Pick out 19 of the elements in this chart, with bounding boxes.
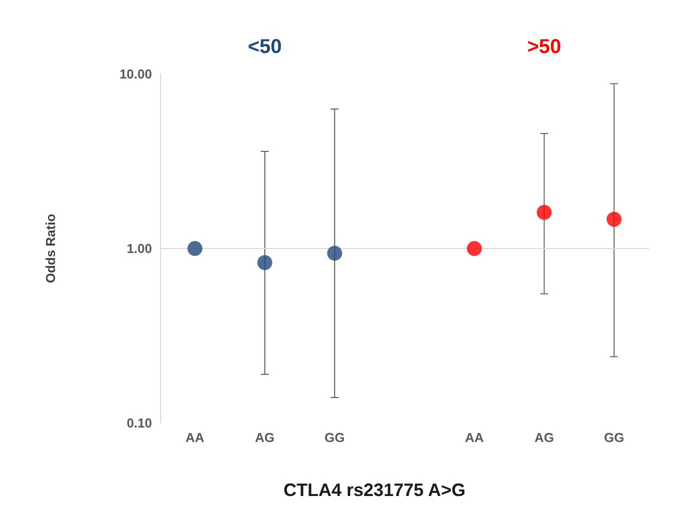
text: <50 — [248, 36, 282, 58]
y-axis-title: Odds Ratio — [43, 214, 58, 284]
y-tick-label: 10.00 — [119, 66, 152, 82]
point — [187, 241, 202, 256]
x-tick-label: AG — [255, 430, 275, 445]
y-tick-label: 0.10 — [126, 416, 152, 430]
x-tick-label: GG — [604, 430, 624, 445]
point — [466, 241, 482, 256]
point — [536, 204, 552, 220]
point — [257, 255, 272, 270]
x-tick-label: AA — [464, 430, 484, 445]
point — [606, 212, 622, 227]
x-tick-label: AG — [534, 430, 554, 445]
text: >50 — [527, 36, 562, 58]
x-tick-label: GG — [324, 430, 345, 445]
y-tick-label: 1.00 — [126, 241, 152, 256]
x-tick-label: AA — [186, 430, 205, 445]
point — [327, 246, 342, 261]
x-axis-title: CTLA4 rs231775 A>G — [284, 480, 466, 500]
